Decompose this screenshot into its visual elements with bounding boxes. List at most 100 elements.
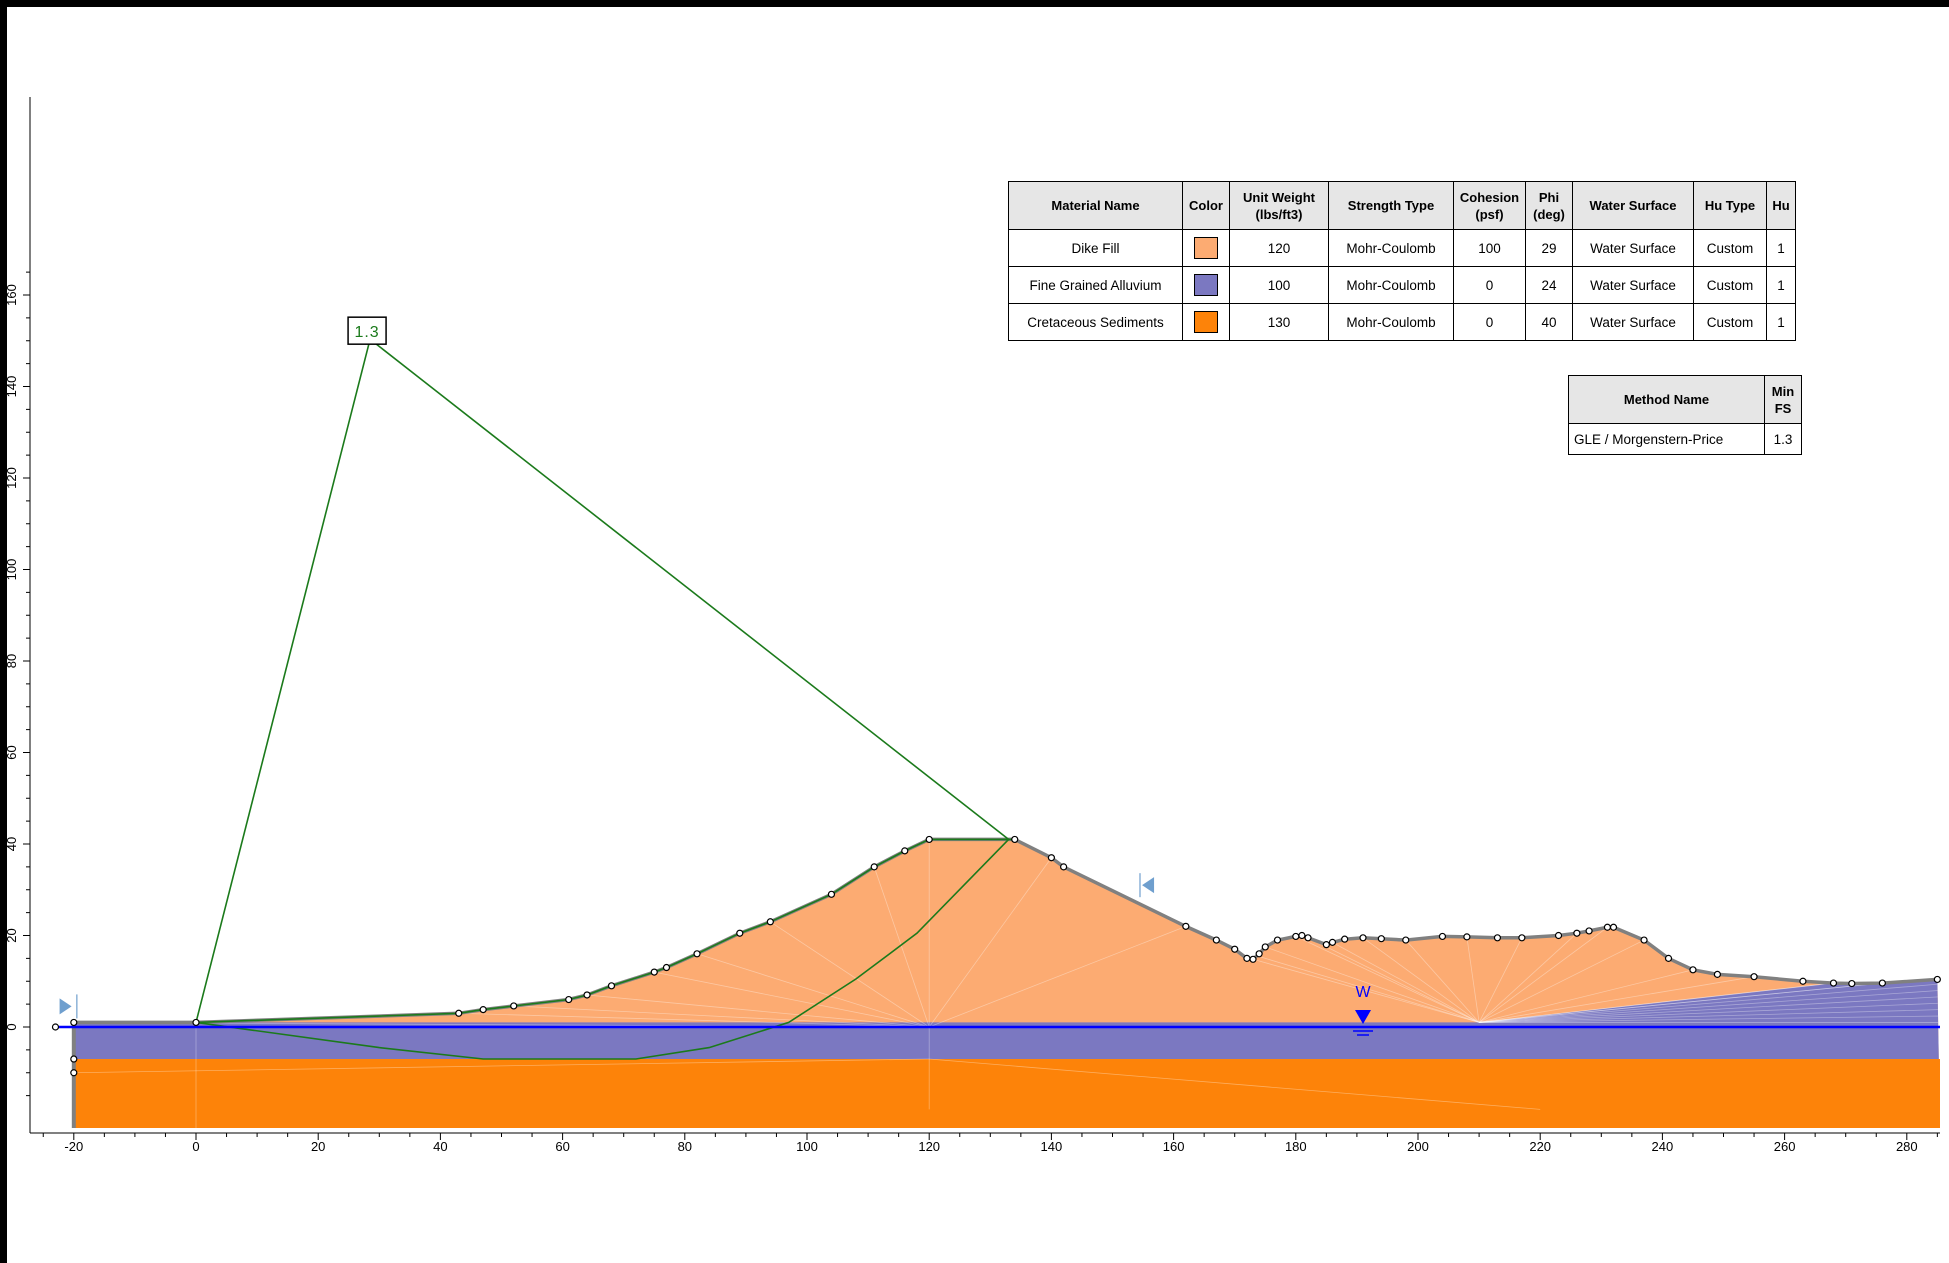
cohesion: 0 bbox=[1453, 266, 1526, 304]
vertex-marker bbox=[1554, 931, 1563, 940]
col-min-fs-line1: Min bbox=[1771, 383, 1795, 399]
unit-weight: 130 bbox=[1229, 303, 1329, 341]
x-tick-label: -20 bbox=[64, 1139, 83, 1154]
y-tick-label: 0 bbox=[4, 1023, 19, 1030]
vertex-marker bbox=[583, 991, 591, 999]
x-tick-label: 0 bbox=[192, 1139, 199, 1154]
x-tick-label: 40 bbox=[433, 1139, 447, 1154]
color-swatch bbox=[1194, 311, 1218, 333]
vertex-marker bbox=[51, 1023, 60, 1031]
y-tick-label: 60 bbox=[4, 745, 19, 759]
col-min-fs: Min FS bbox=[1764, 375, 1802, 424]
x-tick-label: 140 bbox=[1041, 1139, 1063, 1154]
material-name: Fine Grained Alluvium bbox=[1008, 266, 1183, 304]
material-color bbox=[1182, 303, 1230, 341]
vertex-marker bbox=[1713, 970, 1721, 978]
table-row: Cretaceous Sediments 130 Mohr-Coulomb 0 … bbox=[1008, 303, 1796, 341]
x-tick-label: 100 bbox=[796, 1139, 818, 1154]
col-unit-weight-line2: (lbs/ft3) bbox=[1255, 206, 1303, 222]
cohesion: 100 bbox=[1453, 229, 1526, 267]
vertex-marker bbox=[70, 1018, 78, 1027]
table-row: GLE / Morgenstern-Price 1.3 bbox=[1568, 423, 1802, 455]
vertex-marker bbox=[70, 1069, 78, 1077]
unit-weight: 120 bbox=[1229, 229, 1329, 267]
col-unit-weight-line1: Unit Weight bbox=[1243, 189, 1315, 205]
table-row: Dike Fill 120 Mohr-Coulomb 100 29 Water … bbox=[1008, 229, 1796, 267]
cohesion: 0 bbox=[1453, 303, 1526, 341]
col-method-name: Method Name bbox=[1568, 375, 1765, 424]
col-min-fs-line2: FS bbox=[1774, 400, 1792, 416]
hu-type: Custom bbox=[1693, 266, 1767, 304]
vertex-marker bbox=[1573, 929, 1581, 937]
vertex-marker bbox=[1848, 979, 1856, 988]
y-tick-label: 20 bbox=[4, 928, 19, 942]
vertex-marker bbox=[1322, 941, 1330, 949]
y-tick-label: 160 bbox=[4, 284, 19, 306]
vertex-marker bbox=[1011, 835, 1019, 844]
slip-center-box bbox=[347, 316, 387, 345]
y-tick-label: 100 bbox=[4, 559, 19, 581]
water-table-label: W bbox=[1355, 984, 1371, 1001]
strength-type: Mohr-Coulomb bbox=[1328, 266, 1454, 304]
vertex-marker bbox=[662, 963, 671, 972]
slip-radius-left bbox=[195, 342, 370, 1023]
hu-type: Custom bbox=[1693, 229, 1767, 267]
slope-limit-left-icon bbox=[59, 998, 72, 1015]
water-surface: Water Surface bbox=[1572, 229, 1694, 267]
hu-type: Custom bbox=[1693, 303, 1767, 341]
water-surface: Water Surface bbox=[1572, 303, 1694, 341]
material-color bbox=[1182, 266, 1230, 304]
x-tick-label: 220 bbox=[1529, 1139, 1551, 1154]
col-material-name: Material Name bbox=[1008, 181, 1183, 230]
slip-radius-right bbox=[374, 342, 1010, 841]
col-cohesion: Cohesion (psf) bbox=[1453, 181, 1526, 230]
vertex-marker bbox=[1878, 979, 1886, 987]
vertex-marker bbox=[479, 1006, 487, 1014]
min-fs-value: 1.3 bbox=[1764, 423, 1802, 455]
x-tick-label: 60 bbox=[555, 1139, 569, 1154]
col-hu-type: Hu Type bbox=[1693, 181, 1767, 230]
vertex-marker bbox=[870, 863, 878, 871]
vertex-marker bbox=[650, 968, 658, 976]
x-tick-label: 120 bbox=[918, 1139, 940, 1154]
vertex-marker bbox=[1255, 950, 1263, 958]
vertex-marker bbox=[510, 1002, 518, 1010]
col-cohesion-line1: Cohesion bbox=[1459, 189, 1520, 205]
vertex-marker bbox=[607, 982, 616, 990]
vertex-marker bbox=[1640, 936, 1648, 944]
vertex-marker bbox=[1273, 936, 1282, 944]
vertex-marker bbox=[70, 1055, 78, 1063]
vertex-marker bbox=[1664, 954, 1673, 962]
cretaceous-sediments-region bbox=[73, 1059, 1940, 1128]
method-table: Method Name Min FS GLE / Morgenstern-Pric… bbox=[1568, 375, 1802, 455]
water-surface: Water Surface bbox=[1572, 266, 1694, 304]
vertex-marker bbox=[827, 890, 836, 898]
hu: 1 bbox=[1766, 303, 1796, 341]
x-tick-label: 240 bbox=[1652, 1139, 1674, 1154]
y-tick-label: 120 bbox=[4, 467, 19, 489]
vertex-marker bbox=[455, 1009, 463, 1017]
phi: 40 bbox=[1525, 303, 1573, 341]
vertex-marker bbox=[1402, 936, 1410, 944]
vertex-marker bbox=[693, 950, 701, 958]
vertex-marker bbox=[766, 918, 774, 926]
col-water-surface: Water Surface bbox=[1572, 181, 1694, 230]
material-name: Cretaceous Sediments bbox=[1008, 303, 1183, 341]
unit-weight: 100 bbox=[1229, 266, 1329, 304]
y-tick-label: 40 bbox=[4, 837, 19, 851]
vertex-marker bbox=[192, 1018, 200, 1027]
method-name: GLE / Morgenstern-Price bbox=[1568, 423, 1765, 455]
vertex-marker bbox=[1518, 934, 1526, 942]
color-swatch bbox=[1194, 237, 1218, 259]
materials-table: Material Name Color Unit Weight (lbs/ft3)… bbox=[1008, 181, 1796, 341]
col-unit-weight: Unit Weight (lbs/ft3) bbox=[1229, 181, 1329, 230]
slope-limit-right-icon bbox=[1142, 877, 1155, 894]
x-tick-label: 160 bbox=[1163, 1139, 1185, 1154]
vertex-marker bbox=[1829, 979, 1838, 987]
vertex-marker bbox=[1212, 936, 1220, 944]
vertex-marker bbox=[1182, 922, 1190, 930]
col-phi: Phi (deg) bbox=[1525, 181, 1573, 230]
col-cohesion-line2: (psf) bbox=[1475, 206, 1504, 222]
vertex-marker bbox=[901, 847, 909, 855]
